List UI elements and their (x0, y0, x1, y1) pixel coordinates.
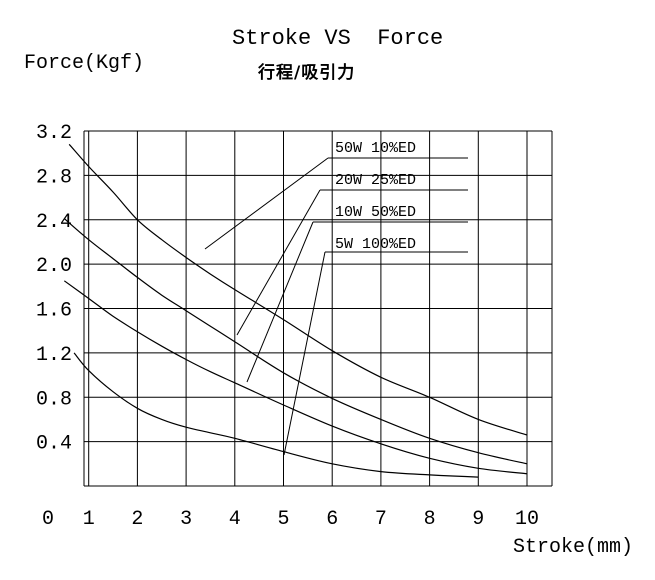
legend-leader-3 (246, 221, 314, 383)
y-tick-label: 2.8 (36, 166, 72, 189)
legend-label-4: 5W 100%ED (335, 236, 416, 253)
x-tick-label: 4 (229, 508, 241, 531)
x-tick-label: 9 (472, 508, 484, 531)
x-tick-label: 0 (42, 508, 54, 531)
y-tick-label: 1.6 (36, 300, 72, 323)
y-tick-labels: 0.4 0.8 1.2 1.6 2.0 2.4 2.8 3.2 (36, 122, 72, 456)
series-line-2 (63, 218, 528, 465)
y-tick-label: 3.2 (36, 122, 72, 145)
x-tick-label: 8 (424, 508, 436, 531)
y-tick-label: 2.4 (36, 211, 72, 234)
legend-leader-4 (283, 251, 326, 456)
chart-series (63, 143, 528, 478)
x-tick-label: 7 (375, 508, 387, 531)
series-line-3 (63, 280, 528, 475)
x-tick-label: 10 (515, 508, 539, 531)
chart-legend: 50W 10%ED 20W 25%ED 10W 50%ED 5W 100%ED (204, 140, 468, 456)
chart-subtitle: 行程/吸引力 (258, 63, 356, 83)
y-axis-label: Force(Kgf) (24, 52, 145, 75)
x-tick-label: 2 (131, 508, 143, 531)
x-tick-labels: 0 1 2 3 4 5 6 7 8 9 10 (42, 508, 539, 531)
y-tick-label: 1.2 (36, 344, 72, 367)
series-line-1 (68, 143, 528, 436)
x-tick-label: 3 (180, 508, 192, 531)
y-tick-label: 2.0 (36, 255, 72, 278)
legend-label-1: 50W 10%ED (335, 140, 416, 157)
legend-label-3: 10W 50%ED (335, 204, 416, 221)
x-tick-label: 5 (277, 508, 289, 531)
x-tick-label: 1 (83, 508, 95, 531)
series-line-4 (73, 352, 479, 478)
chart-grid (83, 130, 553, 487)
legend-leader-2 (236, 189, 321, 336)
legend-label-2: 20W 25%ED (335, 172, 416, 189)
x-tick-label: 6 (326, 508, 338, 531)
legend-leader-1 (204, 157, 329, 250)
chart-title: Stroke VS Force (232, 26, 444, 51)
y-tick-label: 0.8 (36, 388, 72, 411)
y-tick-label: 0.4 (36, 433, 72, 456)
x-axis-label: Stroke(mm) (513, 536, 634, 559)
